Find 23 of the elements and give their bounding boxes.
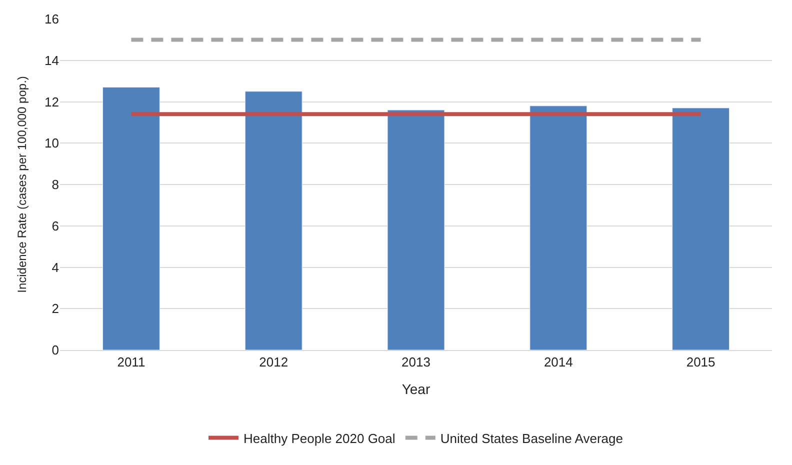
y-tick-label: 0 [52, 342, 59, 358]
y-tick-label: 8 [52, 177, 59, 192]
bar [102, 87, 160, 350]
y-tick-label: 16 [44, 12, 59, 27]
x-tick-label: 2014 [544, 354, 573, 370]
bar [530, 106, 588, 350]
legend-label: United States Baseline Average [440, 430, 623, 446]
y-tick-label: 6 [52, 218, 59, 234]
legend-label: Healthy People 2020 Goal [244, 430, 396, 446]
bar [244, 91, 302, 350]
y-tick-label: 2 [52, 301, 59, 316]
bar [387, 110, 445, 350]
y-tick-label: 4 [52, 260, 59, 275]
y-axis-title: Incidence Rate (cases per 100,000 pop.) [14, 76, 29, 293]
y-tick-label: 14 [44, 52, 59, 68]
x-tick-label: 2012 [259, 354, 288, 370]
y-tick-label: 12 [44, 94, 59, 110]
x-tick-label: 2015 [686, 354, 716, 370]
x-tick-label: 2013 [402, 354, 430, 370]
bar [672, 108, 730, 350]
x-axis-title: Year [402, 380, 430, 397]
y-tick-label: 10 [44, 136, 59, 151]
x-tick-label: 2011 [117, 354, 146, 370]
